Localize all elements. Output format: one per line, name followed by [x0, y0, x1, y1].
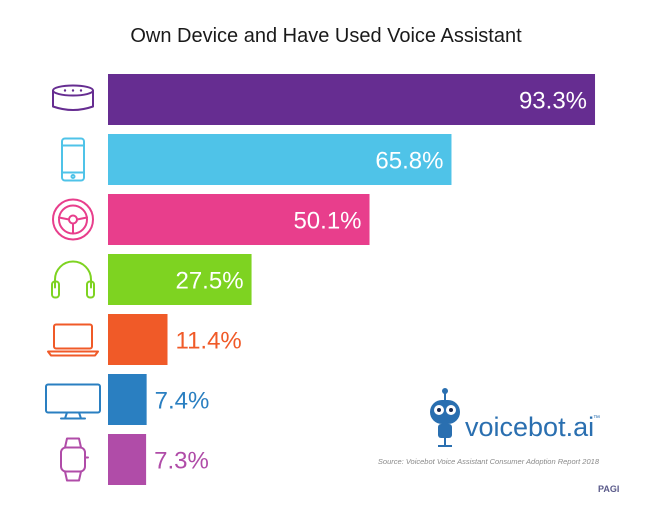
- smartwatch-icon: [60, 437, 89, 482]
- value-labels: 93.3% 65.8% 50.1% 27.5% 11.4% 7.4% 7.3%: [154, 88, 587, 475]
- laptop-icon: [47, 323, 99, 357]
- bar-tv: [108, 374, 147, 425]
- chart-title: Own Device and Have Used Voice Assistant: [130, 25, 522, 47]
- value-label: 93.3%: [519, 88, 587, 115]
- bar-smart-speaker: [108, 74, 596, 125]
- headphones-icon: [51, 260, 95, 299]
- smart-speaker-icon: [52, 84, 94, 111]
- value-label: 7.3%: [154, 448, 209, 475]
- bar-steering-wheel: [108, 194, 370, 245]
- bar-smartphone: [108, 134, 452, 185]
- voicebot-logo: voicebot.ai ™: [430, 388, 600, 447]
- tv-icon: [45, 383, 101, 420]
- source-note: Source: Voicebot Voice Assistant Consume…: [378, 457, 600, 466]
- category-icons: [45, 84, 101, 482]
- smartphone-icon: [61, 137, 85, 182]
- robot-mascot-icon: [430, 388, 460, 447]
- value-label: 7.4%: [155, 388, 210, 415]
- value-label: 11.4%: [176, 328, 242, 355]
- trademark: ™: [593, 415, 600, 422]
- bar-smartwatch: [108, 434, 147, 485]
- bar-headphones: [108, 254, 252, 305]
- steering-wheel-icon: [52, 198, 94, 241]
- bars: [108, 74, 596, 485]
- bar-laptop: [108, 314, 168, 365]
- page-mark: PAGI: [598, 484, 619, 494]
- value-label: 50.1%: [293, 208, 361, 235]
- value-label: 27.5%: [175, 268, 243, 295]
- logo-text: voicebot.ai: [465, 412, 594, 442]
- value-label: 65.8%: [375, 148, 443, 175]
